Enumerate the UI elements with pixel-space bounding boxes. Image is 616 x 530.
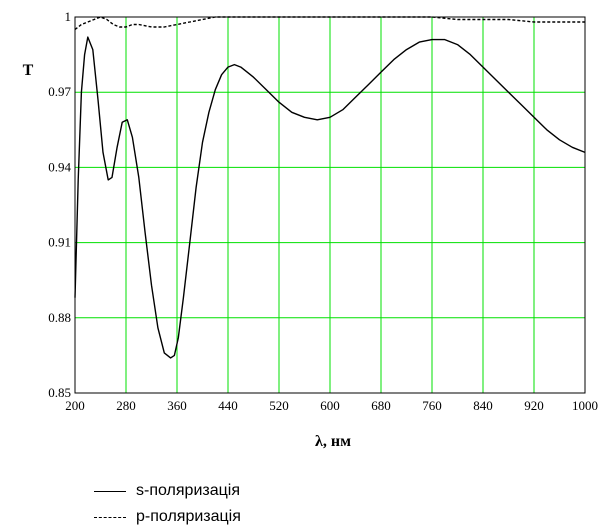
y-tick-label: 0.85 — [48, 385, 71, 400]
x-tick-label: 600 — [320, 398, 340, 413]
legend: s-поляризація p-поляризація — [94, 478, 241, 530]
y-tick-label: 0.88 — [48, 310, 71, 325]
chart: 200 280 360 440 520 600 680 760 840 920 1000 0.850… — [23, 9, 598, 450]
y-tick-labels: 0.85 0.88 0.91 0.94 0.97 1 — [48, 9, 71, 400]
series-line-s-polarization — [74, 36, 586, 359]
y-tick-label: 1 — [65, 9, 72, 24]
x-tick-labels: 200 280 360 440 520 600 680 760 840 920 1000 — [65, 398, 598, 413]
grid — [75, 17, 585, 393]
x-tick-label: 280 — [116, 398, 136, 413]
x-tick-label: 1000 — [572, 398, 598, 413]
x-tick-label: 440 — [218, 398, 238, 413]
x-tick-label: 200 — [65, 398, 85, 413]
legend-item-s: s-поляризація — [94, 478, 241, 504]
legend-item-p: p-поляризація — [94, 504, 241, 530]
legend-label-s: s-поляризація — [136, 482, 240, 499]
y-tick-label: 0.94 — [48, 159, 71, 174]
series-line-p-polarization — [74, 16, 585, 31]
x-tick-label: 680 — [371, 398, 391, 413]
x-tick-label: 360 — [167, 398, 187, 413]
legend-solid-line-icon — [94, 490, 126, 492]
y-axis-label: T — [23, 62, 34, 79]
series-group — [74, 16, 586, 359]
x-axis-label: λ, нм — [315, 433, 351, 450]
x-tick-label: 840 — [473, 398, 493, 413]
x-tick-label: 920 — [524, 398, 544, 413]
x-tick-label: 520 — [269, 398, 289, 413]
legend-dashed-line-icon — [94, 516, 126, 518]
y-tick-label: 0.97 — [48, 84, 71, 99]
legend-label-p: p-поляризація — [136, 508, 241, 525]
y-tick-label: 0.91 — [48, 235, 71, 250]
x-tick-label: 760 — [422, 398, 442, 413]
